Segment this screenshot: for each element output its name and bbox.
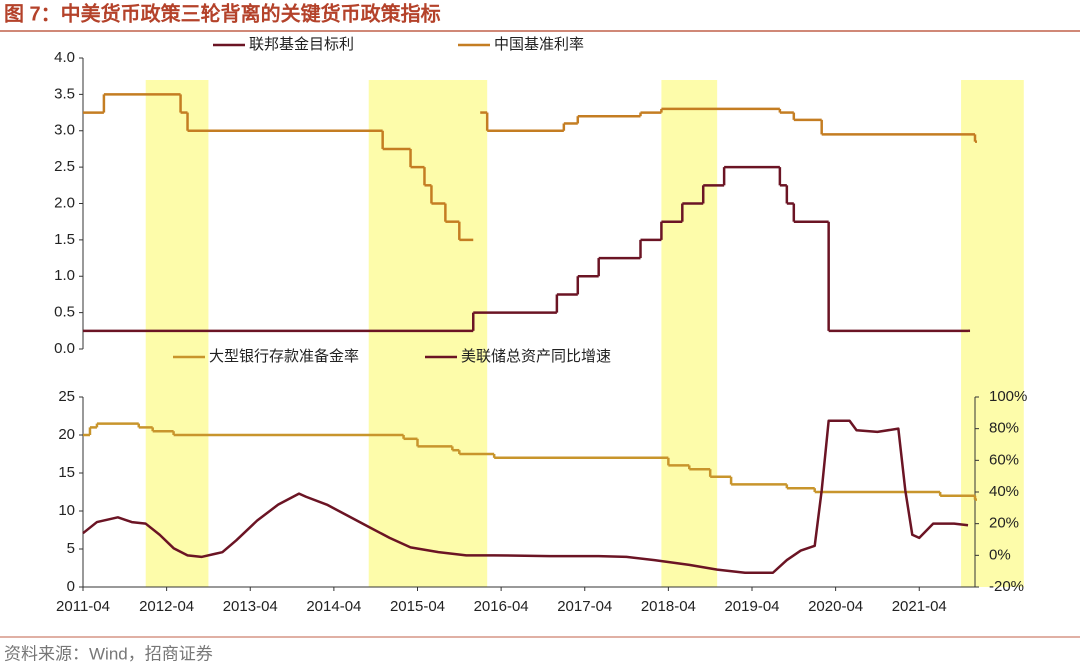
x-tick-label: 2014-04 xyxy=(306,598,361,615)
y2-tick-label: 100% xyxy=(989,388,1027,405)
y-tick-label: 0.0 xyxy=(54,340,75,357)
x-tick-label: 2021-04 xyxy=(892,598,947,615)
y2-tick-label: 60% xyxy=(989,451,1019,468)
y-tick-label: 2.5 xyxy=(54,158,75,175)
x-tick-label: 2012-04 xyxy=(139,598,194,615)
y-tick-label: 0 xyxy=(67,578,75,595)
y-tick-label: 2.0 xyxy=(54,194,75,211)
y-tick-label: 3.0 xyxy=(54,122,75,139)
y2-tick-label: 40% xyxy=(989,483,1019,500)
x-tick-label: 2011-04 xyxy=(56,598,110,615)
x-tick-label: 2019-04 xyxy=(724,598,779,615)
x-tick-label: 2013-04 xyxy=(223,598,278,615)
y-tick-label: 1.5 xyxy=(54,231,75,248)
y2-tick-label: 20% xyxy=(989,515,1019,532)
y2-tick-label: 80% xyxy=(989,420,1019,437)
y2-tick-label: 0% xyxy=(989,546,1011,563)
y-tick-label: 25 xyxy=(58,388,75,405)
y-tick-label: 3.5 xyxy=(54,85,75,102)
plots: 0.0 0.5 1.0 1.5 2.0 2.5 3.0 3.5 4.0 联邦基金目标利 中国基准利率… xyxy=(54,36,1027,615)
y-tick-label: 1.0 xyxy=(54,267,75,284)
highlight-band xyxy=(368,80,488,587)
y-tick-label: 10 xyxy=(58,502,75,519)
y-tick-label: 0.5 xyxy=(54,304,75,321)
y-tick-label: 20 xyxy=(58,426,75,443)
highlight-band xyxy=(661,80,718,587)
highlight-band xyxy=(145,80,209,587)
highlight-band xyxy=(961,80,1024,587)
legend-label: 大型银行存款准备金率 xyxy=(209,348,359,365)
highlights xyxy=(145,80,1024,587)
legend-label: 美联储总资产同比增速 xyxy=(461,348,611,365)
x-tick-label: 2016-04 xyxy=(474,598,529,615)
y-tick-label: 4.0 xyxy=(54,49,75,66)
line xyxy=(82,419,969,574)
x-tick-label: 2018-04 xyxy=(641,598,696,615)
legend-label: 中国基准利率 xyxy=(494,36,584,53)
y-tick-label: 15 xyxy=(58,464,75,481)
source-note: 资料来源：Wind，招商证券 xyxy=(4,644,213,663)
y2-tick-label: -20% xyxy=(989,578,1024,595)
y-tick-label: 5 xyxy=(67,540,75,557)
chart-title: 图 7：中美货币政策三轮背离的关键货币政策指标 xyxy=(4,1,441,25)
x-tick-label: 2015-04 xyxy=(390,598,445,615)
x-tick-label: 2020-04 xyxy=(808,598,863,615)
legend-label: 联邦基金目标利 xyxy=(249,36,354,53)
x-tick-label: 2017-04 xyxy=(557,598,612,615)
